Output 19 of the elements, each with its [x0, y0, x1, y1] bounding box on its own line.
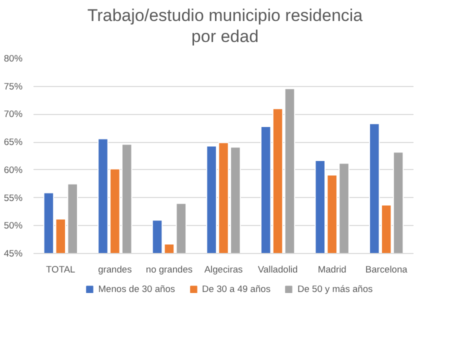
y-tick-label: 45%: [4, 248, 22, 258]
y-tick-label: 75%: [4, 80, 22, 91]
y-tick-label: 60%: [4, 164, 22, 174]
y-tick-label: 55%: [4, 192, 22, 202]
x-tick-label: Barcelona: [365, 264, 408, 274]
legend-label: Menos de 30 años: [98, 284, 176, 294]
x-tick-label: grandes: [98, 264, 132, 274]
x-tick-label: no grandes: [146, 264, 193, 274]
x-tick-label: Valladolid: [258, 264, 298, 274]
y-tick-label: 50%: [4, 220, 22, 230]
x-tick-label: Algeciras: [204, 264, 244, 274]
legend-label: De 50 y más años: [298, 284, 373, 294]
y-tick-label: 65%: [4, 136, 22, 147]
y-tick-label: 80%: [4, 53, 22, 63]
chart-title: Trabajo/estudio municipio residencia por edad: [87, 5, 363, 48]
x-tick-label: TOTAL: [46, 264, 76, 274]
legend-label: De 30 a 49 años: [202, 284, 271, 294]
y-tick-label: 70%: [4, 108, 22, 119]
x-tick-label: Madrid: [318, 264, 346, 274]
